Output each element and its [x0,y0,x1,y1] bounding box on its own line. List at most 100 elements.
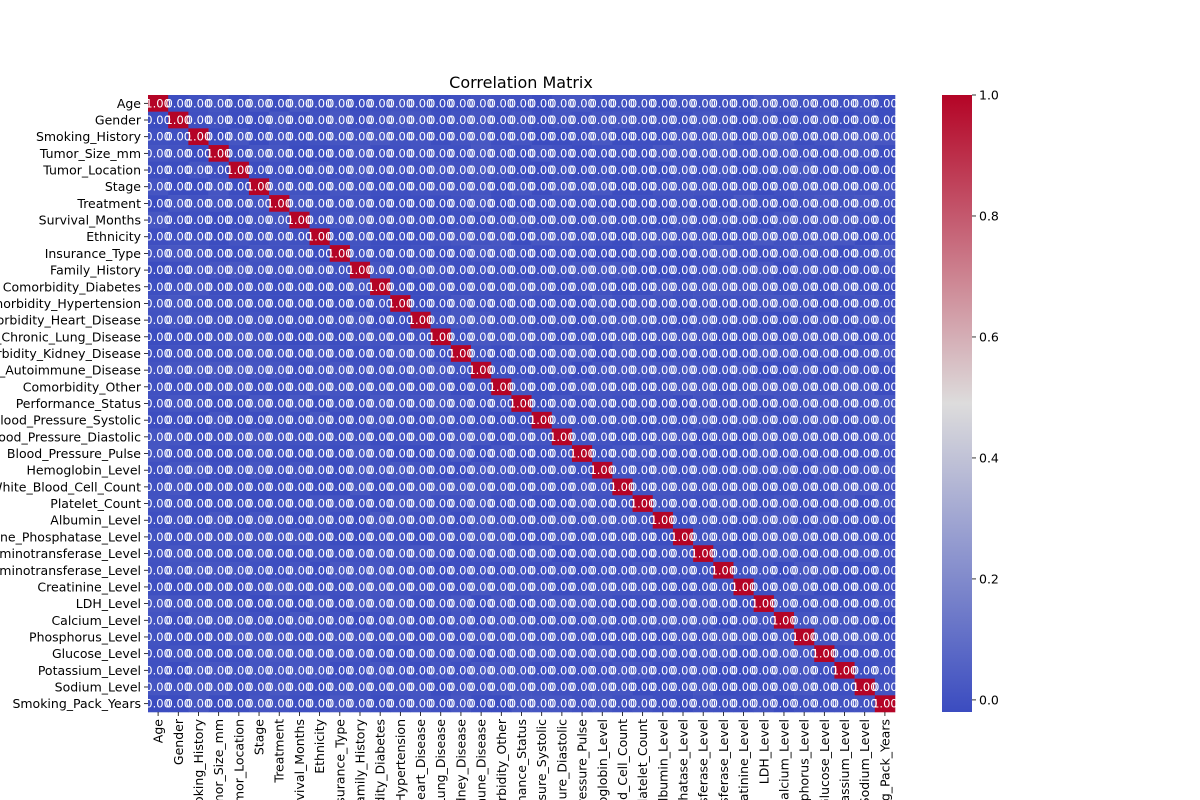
heatmap-cell [188,545,209,563]
heatmap-cell [814,111,835,129]
heatmap-cell [733,511,754,529]
heatmap-cell [471,178,492,196]
heatmap-cell [471,195,492,213]
heatmap-cell [450,295,472,313]
heatmap-cell [773,428,795,446]
heatmap-cell [834,311,855,329]
heatmap-cell [410,145,431,163]
heatmap-cell [228,161,250,179]
heatmap-cell [733,278,754,296]
heatmap-cell-label: 0.00 [872,413,898,427]
x-tick-label: Tumor_Size_mm [211,719,226,800]
heatmap-cell [592,345,613,363]
heatmap-cell [753,461,775,479]
heatmap-cell [148,228,169,246]
heatmap-cell [854,495,876,513]
heatmap-cell [471,228,492,246]
heatmap-cell [511,328,532,346]
heatmap-cell [592,278,613,296]
heatmap-cell [632,211,654,229]
heatmap-cell [349,478,371,496]
heatmap-cell-label: 0.00 [872,430,898,444]
heatmap-cell [733,311,754,329]
heatmap-cell [753,511,775,529]
heatmap-cell [430,395,452,413]
heatmap-cell [289,528,310,546]
heatmap-cell [794,145,815,163]
heatmap-cell [854,395,876,413]
heatmap-cell [430,95,452,112]
heatmap-cell [188,245,209,263]
heatmap-cell [491,178,512,196]
y-tick-label: Smoking_Pack_Years [12,696,141,711]
heatmap-cell [329,495,351,513]
x-tick-label: Sodium_Level [857,719,872,800]
x-axis-tick-labels: Age Gender Smoking_History Tumor_Size_mm Tum… [151,712,892,800]
heatmap-cell [834,378,855,396]
heatmap-cell [370,111,391,129]
heatmap-cell [491,311,512,329]
heatmap-cell [854,211,876,229]
heatmap-cell [491,528,512,546]
heatmap-cell [632,361,654,379]
heatmap-cell [148,361,169,379]
x-tick-label: Albumin_Level [655,719,670,800]
heatmap-cell [592,211,613,229]
heatmap-cell [289,128,310,146]
heatmap-cell [349,411,371,429]
heatmap-cell [269,428,290,446]
heatmap-cell [289,328,310,346]
heatmap-cell [168,345,189,363]
heatmap-cell [349,461,371,479]
heatmap-cell [693,161,714,179]
heatmap-cell [430,211,452,229]
x-tick-label: Tumor_Location [231,719,246,800]
heatmap-cell [693,445,714,463]
heatmap-cell [390,395,411,413]
heatmap-cell [612,178,633,196]
heatmap-cell [208,378,230,396]
heatmap-cell [652,395,674,413]
heatmap-cell [168,278,189,296]
heatmap-cell [652,178,674,196]
heatmap-cell [531,278,553,296]
heatmap-cell [814,128,835,146]
heatmap-cell [834,278,855,296]
heatmap-cell [713,161,734,179]
heatmap-cell [269,228,290,246]
heatmap-cell [713,145,734,163]
y-tick-label: Blood_Pressure_Systolic [0,413,141,428]
heatmap-cell [551,95,573,112]
heatmap-cell [854,361,876,379]
heatmap-cell [228,145,250,163]
heatmap-cell [713,445,734,463]
heatmap-cell [612,511,633,529]
heatmap-cell [612,278,633,296]
heatmap-cell [814,228,835,246]
heatmap-cell [450,478,472,496]
heatmap-cell [733,445,754,463]
heatmap-cell [491,428,512,446]
heatmap-cell [471,528,492,546]
heatmap-cell [592,361,613,379]
heatmap-cell [471,461,492,479]
x-tick-label: Comorbidity_Autoimmune_Disease [474,719,489,800]
heatmap-cell [652,161,674,179]
heatmap-cell [430,178,452,196]
heatmap-cell [430,311,452,329]
heatmap-cell-label: 0.00 [872,630,898,644]
heatmap-cell [228,311,250,329]
x-tick-label: Alanine_Aminotransferase_Level [696,719,711,800]
heatmap-cell [309,411,331,429]
heatmap-cell [551,211,573,229]
heatmap-cell [410,511,431,529]
heatmap-cell [592,311,613,329]
heatmap-cell [713,361,734,379]
heatmap-cell [834,295,855,313]
heatmap-cell [874,411,896,429]
y-tick-label: Comorbidity_Diabetes [3,279,141,294]
heatmap-cell [471,211,492,229]
heatmap-cell [329,511,351,529]
heatmap-cell [854,345,876,363]
heatmap-cell [491,361,512,379]
